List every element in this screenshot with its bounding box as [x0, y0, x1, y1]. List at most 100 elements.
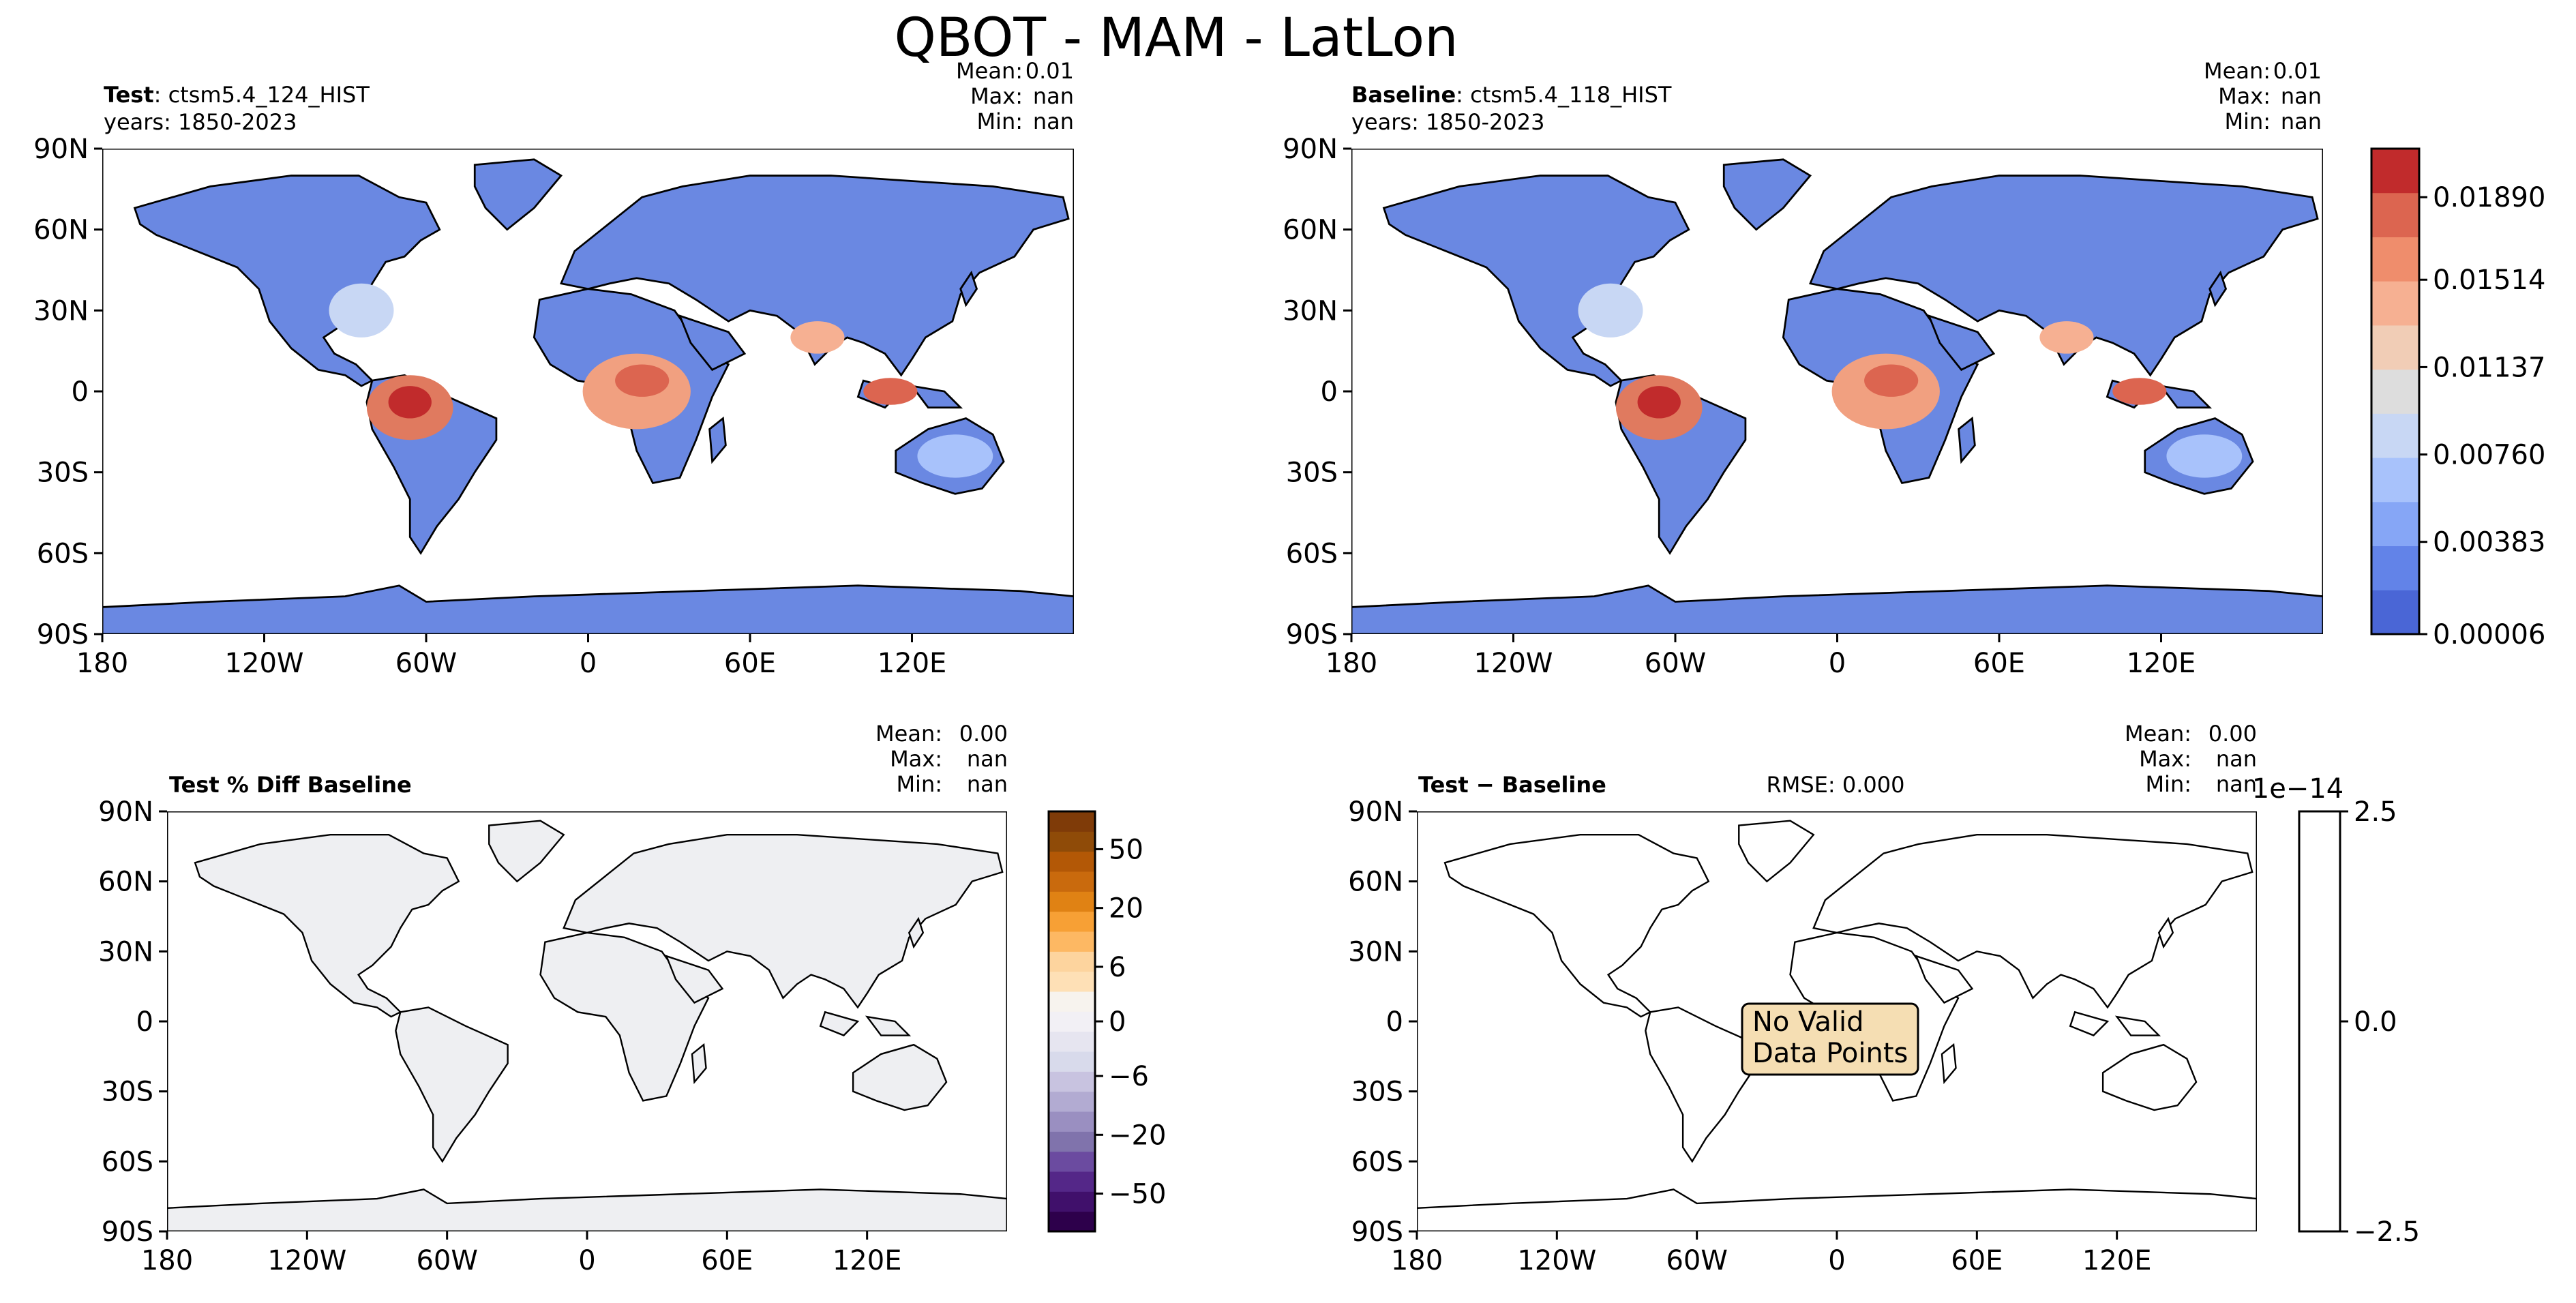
no-data-box: No Valid Data Points: [1741, 1002, 1919, 1076]
max-value: nan: [2281, 83, 2322, 109]
colorbar-tick-label: 0: [1109, 1006, 1126, 1038]
colorbar-tick-label: 6: [1109, 952, 1126, 983]
panel-stats: Mean: 0.01 Max: nan Min: nan: [956, 58, 1074, 134]
max-value: nan: [1033, 83, 1074, 109]
colorbar-swatch: [1049, 931, 1095, 952]
panel-pct-diff: Test % Diff Baseline Mean: 0.00 Max: nan…: [167, 721, 1008, 1231]
colorbar-tick-label: 0.00006: [2433, 619, 2545, 650]
colorbar-frame: [2370, 147, 2421, 635]
no-data-line1: No Valid: [1752, 1006, 1864, 1038]
mean-label: Mean:: [2204, 58, 2271, 84]
y-tick-label: 30N: [98, 936, 153, 968]
colorbar-swatch: [2371, 545, 2419, 590]
x-tick-label: 60W: [416, 1245, 477, 1276]
max-value: nan: [967, 746, 1008, 772]
panel-years: years: 1850-2023: [104, 109, 297, 135]
mean-label: Mean:: [875, 721, 942, 747]
y-tick-label: 90S: [102, 1216, 153, 1248]
min-label: Min:: [2145, 771, 2191, 797]
panel-label-bold: Test: [104, 82, 154, 108]
colorbar-tick-label: −20: [1109, 1120, 1166, 1151]
colorbar-swatch: [2371, 237, 2419, 282]
colorbar-swatch: [1049, 811, 1095, 832]
x-tick-label: 180: [1326, 648, 1377, 679]
max-label: Max:: [2218, 83, 2271, 109]
y-tick-label: 0: [72, 376, 89, 408]
colorbar-tick-label: 0.01514: [2433, 265, 2545, 296]
x-tick-label: 180: [76, 648, 128, 679]
x-tick-label: 120E: [2082, 1245, 2152, 1276]
x-tick-label: 60W: [395, 648, 457, 679]
colorbar-tick-label: 50: [1109, 834, 1143, 865]
panel-label: Test % Diff Baseline: [169, 772, 412, 798]
y-tick-label: 90N: [1348, 796, 1403, 828]
map-pct-diff: [167, 811, 1007, 1231]
x-tick-label: 120E: [2127, 648, 2196, 679]
x-tick-label: 0: [580, 648, 597, 679]
panel-stats: Mean: 0.00 Max: nan Min: nan: [875, 721, 1008, 797]
max-label: Max:: [2139, 746, 2191, 772]
mean-label: Mean:: [956, 58, 1023, 84]
colorbar-swatch: [1049, 851, 1095, 872]
max-label: Max:: [970, 83, 1023, 109]
y-tick-label: 30N: [33, 295, 89, 327]
min-label: Min:: [896, 771, 942, 797]
colorbar-swatch: [1049, 1091, 1095, 1112]
colorbar-swatch: [2371, 590, 2419, 635]
y-tick-label: 0: [136, 1006, 153, 1038]
y-tick-label: 90N: [33, 134, 89, 165]
mean-label: Mean:: [2125, 721, 2191, 747]
colorbar-swatch: [1049, 1151, 1095, 1172]
x-tick-label: 120W: [1474, 648, 1553, 679]
colorbar-swatch: [2371, 281, 2419, 326]
y-tick-label: 90S: [1286, 619, 1338, 650]
colorbar-swatch: [1049, 831, 1095, 852]
colorbar-swatch: [1049, 1211, 1095, 1232]
max-value: nan: [2216, 746, 2257, 772]
rmse-label: RMSE: 0.000: [1767, 772, 1905, 798]
min-label: Min:: [2224, 108, 2271, 134]
no-data-line2: Data Points: [1752, 1038, 1908, 1069]
colorbar-swatch: [1049, 1051, 1095, 1072]
x-tick-label: 120W: [225, 648, 304, 679]
y-tick-label: 0: [1386, 1006, 1403, 1038]
y-tick-label: 90S: [37, 619, 89, 650]
panel-label-rest: : ctsm5.4_118_HIST: [1456, 82, 1672, 108]
colorbar-exponent: 1e−14: [2252, 773, 2343, 805]
mean-value: 0.00: [2208, 721, 2257, 747]
colorbar-swatch: [1049, 1071, 1095, 1092]
x-tick-label: 60W: [1666, 1245, 1727, 1276]
mean-value: 0.00: [959, 721, 1008, 747]
map-baseline: [1351, 149, 2323, 634]
colorbar-tick-label: 0.00760: [2433, 440, 2545, 471]
y-tick-label: 30N: [1283, 295, 1338, 327]
colorbar-swatch: [2371, 325, 2419, 370]
colorbar-tick-label: −50: [1109, 1179, 1166, 1210]
panel-years: years: 1850-2023: [1351, 109, 1544, 135]
y-tick-label: 30N: [1348, 936, 1403, 968]
y-tick-label: 60S: [1286, 538, 1338, 569]
colorbar-diff: 1e−14 2.5 0.0 −2.5: [2252, 773, 2420, 1248]
y-tick-label: 60N: [1348, 867, 1403, 898]
min-value: nan: [2281, 108, 2322, 134]
y-tick-label: 90S: [1351, 1216, 1403, 1248]
min-label: Min:: [976, 108, 1023, 134]
x-tick-label: 0: [578, 1245, 595, 1276]
panel-label-rest: : ctsm5.4_124_HIST: [154, 82, 370, 108]
y-tick-label: 90N: [98, 796, 153, 828]
colorbar-swatch: [2371, 369, 2419, 414]
y-tick-label: 60N: [1283, 215, 1338, 246]
colorbar-swatch: [1049, 1031, 1095, 1052]
colorbar-swatch: [1049, 991, 1095, 1012]
y-tick-label: 30S: [102, 1077, 153, 1108]
colorbar-main: 0.01890 0.01514 0.01137 0.00760 0.00383 0.000…: [2370, 147, 2545, 650]
y-tick-label: 60S: [1351, 1146, 1403, 1178]
panel-label: Baseline: ctsm5.4_118_HIST: [1351, 82, 1672, 108]
colorbar-tick-label: 0.0: [2354, 1006, 2397, 1038]
x-tick-label: 60W: [1645, 648, 1706, 679]
colorbar-swatch: [1049, 911, 1095, 932]
colorbar-swatch: [1049, 951, 1095, 972]
colorbar-tick-label: 0.01137: [2433, 352, 2545, 383]
panel-label-bold: Baseline: [1351, 82, 1456, 108]
